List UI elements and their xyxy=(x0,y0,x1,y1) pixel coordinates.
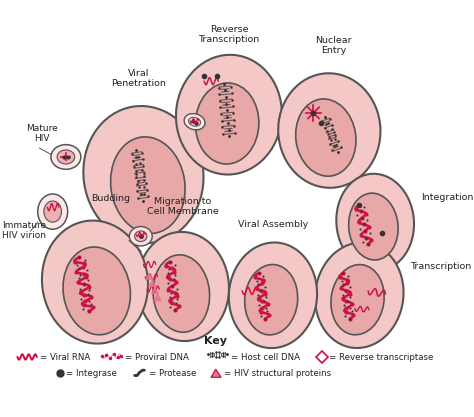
Ellipse shape xyxy=(83,106,203,243)
Polygon shape xyxy=(149,280,156,286)
Ellipse shape xyxy=(38,194,68,229)
Ellipse shape xyxy=(110,137,185,234)
Ellipse shape xyxy=(137,232,229,341)
Ellipse shape xyxy=(42,221,148,344)
Ellipse shape xyxy=(135,231,147,241)
Text: Transcription: Transcription xyxy=(410,262,472,271)
Text: = Reverse transcriptase: = Reverse transcriptase xyxy=(329,353,434,362)
Text: = Viral RNA: = Viral RNA xyxy=(40,353,91,362)
Ellipse shape xyxy=(63,247,130,335)
Text: Immature
HIV virion: Immature HIV virion xyxy=(2,221,46,240)
Text: Reverse
Transcription: Reverse Transcription xyxy=(198,25,260,45)
Ellipse shape xyxy=(349,193,398,260)
Text: Budding: Budding xyxy=(91,194,130,203)
Text: Viral
Penetration: Viral Penetration xyxy=(111,69,166,88)
Ellipse shape xyxy=(153,255,210,332)
Text: Key: Key xyxy=(204,336,227,346)
Ellipse shape xyxy=(129,226,152,246)
Text: Integration: Integration xyxy=(421,193,474,202)
Ellipse shape xyxy=(229,243,317,348)
Text: = Integrase: = Integrase xyxy=(66,369,117,378)
Ellipse shape xyxy=(44,201,62,222)
Polygon shape xyxy=(211,369,221,377)
Ellipse shape xyxy=(331,265,384,335)
Ellipse shape xyxy=(315,243,403,348)
Text: Migration to
Cell Membrane: Migration to Cell Membrane xyxy=(147,197,219,216)
Polygon shape xyxy=(151,287,158,294)
Ellipse shape xyxy=(57,150,75,164)
Text: = Host cell DNA: = Host cell DNA xyxy=(231,353,300,362)
Ellipse shape xyxy=(195,83,259,164)
Text: = HIV structural proteins: = HIV structural proteins xyxy=(224,369,331,378)
Text: = Protease: = Protease xyxy=(149,369,196,378)
Ellipse shape xyxy=(337,174,414,271)
Text: Viral Assembly: Viral Assembly xyxy=(238,220,308,229)
Text: Nuclear
Entry: Nuclear Entry xyxy=(315,35,352,55)
Ellipse shape xyxy=(296,99,356,176)
Ellipse shape xyxy=(176,55,282,175)
Ellipse shape xyxy=(189,117,201,126)
Polygon shape xyxy=(146,273,153,279)
Text: = Proviral DNA: = Proviral DNA xyxy=(125,353,189,362)
Ellipse shape xyxy=(278,73,381,188)
Ellipse shape xyxy=(245,264,298,335)
Text: Mature
HIV: Mature HIV xyxy=(26,124,58,143)
Ellipse shape xyxy=(51,145,81,169)
Ellipse shape xyxy=(184,113,205,130)
Polygon shape xyxy=(154,294,161,301)
